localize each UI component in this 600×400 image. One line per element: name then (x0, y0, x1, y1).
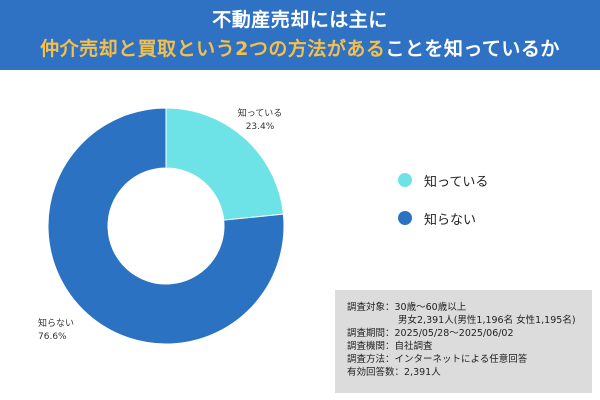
survey-info-box: 調査対象：30歳〜60歳以上 男女2,391人(男性1,196名 女性1,195… (335, 290, 592, 393)
survey-responses-value: 2,391人 (404, 367, 441, 378)
survey-org: 調査機関：自社調査 (347, 340, 592, 353)
legend-item-unknown: 知らない (398, 208, 488, 228)
legend-swatch-known (398, 173, 412, 187)
survey-period-label: 調査期間： (347, 328, 395, 339)
survey-responses: 有効回答数：2,391人 (347, 366, 592, 379)
slice-label-known: 知っている 23.4% (225, 108, 295, 134)
title-line-2: 仲介売却と買取という2つの方法があることを知っているか (40, 36, 560, 62)
survey-target-detail: 男女2,391人(男性1,196名 女性1,195名) (398, 315, 576, 326)
legend-item-known: 知っている (398, 170, 488, 190)
slice-label-unknown-name: 知らない (38, 319, 75, 329)
survey-method-value: インターネットによる任意回答 (394, 354, 528, 365)
title-rest: ことを知っているか (385, 38, 560, 60)
survey-org-value: 自社調査 (394, 341, 433, 352)
survey-method: 調査方法：インターネットによる任意回答 (347, 353, 592, 366)
survey-period: 調査期間：2025/05/28〜2025/06/02 (347, 327, 592, 340)
survey-method-label: 調査方法： (347, 354, 395, 365)
slice-label-known-name: 知っている (237, 109, 283, 119)
survey-target-label: 調査対象： (347, 302, 395, 313)
legend-label-known: 知っている (424, 174, 489, 190)
donut-slice-known (165, 107, 284, 221)
donut-slice-unknown (47, 107, 285, 345)
survey-target: 調査対象：30歳〜60歳以上 (347, 301, 592, 314)
chart-legend: 知っている 知らない (398, 170, 488, 246)
legend-swatch-unknown (398, 211, 412, 225)
survey-target-value: 30歳〜60歳以上 (394, 302, 467, 313)
survey-org-label: 調査機関： (347, 341, 395, 352)
title-highlight: 仲介売却と買取という2つの方法がある (40, 38, 386, 60)
title-line-1: 不動産売却には主に (212, 9, 388, 31)
donut-chart (47, 107, 285, 345)
slice-label-unknown-value: 76.6% (38, 332, 67, 342)
survey-responses-label: 有効回答数： (347, 367, 405, 378)
title-banner: 不動産売却には主に 仲介売却と買取という2つの方法があることを知っているか (0, 0, 600, 70)
slice-label-unknown: 知らない 76.6% (38, 318, 108, 344)
legend-label-unknown: 知らない (424, 212, 477, 228)
survey-period-value: 2025/05/28〜2025/06/02 (394, 328, 514, 339)
slice-label-known-value: 23.4% (245, 122, 275, 132)
